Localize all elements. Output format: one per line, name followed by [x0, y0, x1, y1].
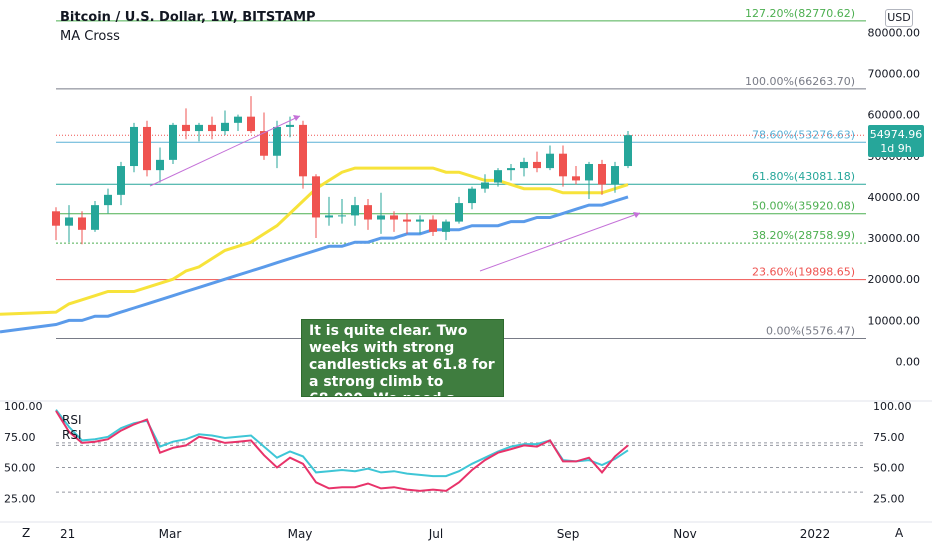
price-axis-label: 20000.00 — [868, 273, 921, 286]
candle-body — [312, 176, 320, 218]
rsi-axis-label-left: 50.00 — [4, 462, 36, 475]
price-axis-label: 60000.00 — [868, 109, 921, 122]
candle-body — [520, 161, 528, 169]
arrow-head-icon — [293, 115, 300, 121]
price-badge-countdown: 1d 9h — [880, 142, 911, 155]
candle-body — [117, 166, 125, 195]
arrow-head-icon — [633, 212, 640, 218]
candle-body — [403, 219, 411, 222]
ma-slow-line — [0, 195, 629, 334]
candle-body — [299, 124, 307, 177]
price-badge-value: 54974.96 — [870, 128, 923, 141]
time-axis-label: 21 — [60, 527, 75, 541]
candle-body — [221, 122, 229, 132]
auto-scale-button[interactable]: A — [895, 526, 904, 540]
price-axis-label: 40000.00 — [868, 191, 921, 204]
price-axis-label: 30000.00 — [868, 232, 921, 245]
price-axis-label: 10000.00 — [868, 314, 921, 327]
ma-fast-line — [0, 166, 629, 316]
fib-level-label: 61.80%(43081.18) — [752, 170, 855, 183]
rsi-axis-label-left: 100.00 — [4, 400, 43, 413]
candle-body — [481, 182, 489, 189]
candle-body — [338, 215, 346, 217]
trend-arrow-line — [479, 212, 641, 272]
rsi-axis-label-left: 75.00 — [4, 431, 36, 444]
candle-body — [182, 124, 190, 132]
candle-body — [156, 159, 164, 171]
candle-body — [91, 205, 99, 230]
candle-body — [585, 163, 593, 181]
candle-body — [364, 205, 372, 220]
candle-body — [78, 217, 86, 230]
candle-body — [611, 166, 619, 185]
fib-level-label: 100.00%(66263.70) — [745, 75, 855, 88]
candle-body — [377, 215, 385, 220]
rsi-axis-label-right: 25.00 — [873, 492, 905, 505]
candle-body — [442, 221, 450, 232]
candle-body — [169, 124, 177, 160]
time-axis-label: 2022 — [800, 527, 831, 541]
fib-level-label: 50.00%(35920.08) — [752, 200, 855, 213]
rsi-axis-label-right: 50.00 — [873, 462, 905, 475]
fib-level-label: 127.20%(82770.62) — [745, 7, 855, 20]
price-axis-label: 80000.00 — [868, 26, 921, 39]
trend-arrow-line — [149, 115, 301, 187]
time-axis-label: Jul — [428, 527, 443, 541]
candle-body — [546, 153, 554, 169]
candle-body — [624, 135, 632, 167]
candle-body — [325, 215, 333, 218]
price-axis-label: 0.00 — [896, 356, 921, 369]
candle-body — [247, 116, 255, 132]
symbol-title: Bitcoin / U.S. Dollar, 1W, BITSTAMP — [60, 10, 316, 25]
candle-body — [598, 163, 606, 185]
candle-body — [130, 126, 138, 167]
candle-body — [572, 176, 580, 181]
fib-level-label: 23.60%(19898.65) — [752, 266, 855, 279]
time-axis-label: Mar — [159, 527, 182, 541]
annotation-note[interactable]: It is quite clear. Two weeks with strong… — [301, 319, 504, 397]
fib-level-label: 38.20%(28758.99) — [752, 229, 855, 242]
fib-level-label: 0.00%(5576.47) — [766, 325, 855, 338]
candle-body — [507, 168, 515, 171]
indicator-label[interactable]: MA Cross — [60, 29, 120, 44]
price-axis-label: 70000.00 — [868, 67, 921, 80]
candle-body — [260, 131, 268, 156]
candle-body — [65, 217, 73, 226]
candle-body — [208, 124, 216, 132]
rsi-series-line — [55, 410, 629, 492]
price-badge — [868, 125, 924, 157]
candle-body — [468, 188, 476, 204]
rsi-legend-label: RSI — [62, 413, 82, 427]
rsi-axis-label-right: 100.00 — [873, 400, 912, 413]
fib-level-label: 78.60%(53276.63) — [752, 128, 855, 141]
candle-body — [143, 126, 151, 171]
candle-body — [390, 215, 398, 220]
candle-body — [286, 124, 294, 127]
candle-body — [351, 205, 359, 216]
zoom-button[interactable]: Z — [22, 526, 31, 540]
candle-body — [429, 219, 437, 232]
candle-body — [533, 161, 541, 169]
candle-body — [104, 194, 112, 206]
candle-body — [234, 116, 242, 123]
time-axis-label: May — [288, 527, 313, 541]
candle-body — [195, 124, 203, 132]
time-axis-label: Nov — [673, 527, 696, 541]
candle-body — [559, 153, 567, 177]
rsi-axis-label-right: 75.00 — [873, 431, 905, 444]
candle-body — [416, 219, 424, 222]
time-axis-label: Sep — [557, 527, 580, 541]
rsi-legend-label: RSI — [62, 428, 82, 442]
currency-button[interactable]: USD — [885, 9, 913, 27]
candle-body — [273, 126, 281, 156]
candle-body — [455, 203, 463, 222]
candle-body — [52, 211, 60, 226]
candle-body — [494, 170, 502, 183]
rsi-axis-label-left: 25.00 — [4, 492, 36, 505]
